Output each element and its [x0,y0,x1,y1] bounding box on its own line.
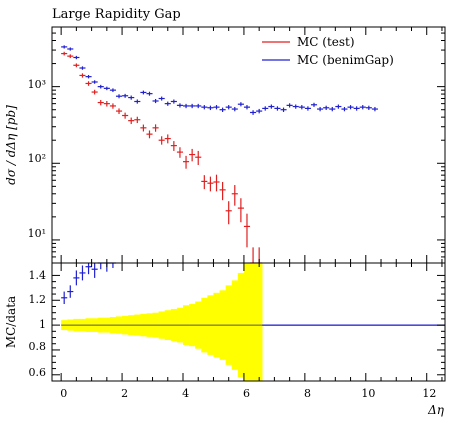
y-tick-label-ratio: 1 [39,318,46,331]
legend-label-test: MC (test) [297,35,355,49]
x-tick-label: 0 [60,387,67,400]
y-axis-label-ratio: MC/data [4,296,18,348]
x-tick-label: 12 [422,387,436,400]
x-tick-label: 10 [361,387,375,400]
y-axis-label-main: dσ / dΔη [pb] [4,105,18,185]
y-tick-label-main: 10¹ [28,227,46,240]
legend-label-benim: MC (benimGap) [297,53,394,67]
chart-title: Large Rapidity Gap [52,7,181,22]
main-panel [61,45,378,264]
x-tick-label: 6 [243,387,250,400]
ratio-band-bin [250,263,257,381]
x-tick-label: 8 [304,387,311,400]
x-tick-label: 4 [182,387,189,400]
ratio-band-bin [243,263,251,381]
y-tick-label-main: 10² [28,152,46,165]
y-tick-label-ratio: 1.2 [29,293,47,306]
x-tick-labels: 0 2 4 6 8 10 12 [60,387,436,400]
y-tick-label-ratio: 0.6 [29,366,47,379]
ratio-band-bin [256,263,263,381]
ratio-panel [61,262,445,381]
ratio-frame [51,262,446,382]
x-axis-label: Δη [427,403,445,417]
y-tick-label-main: 10³ [28,78,46,91]
y-tick-label-ratio: 0.8 [29,340,47,353]
x-tick-label: 2 [121,387,128,400]
y-tick-label-ratio: 1.4 [29,269,47,282]
legend: MC (test) MC (benimGap) [262,35,394,67]
